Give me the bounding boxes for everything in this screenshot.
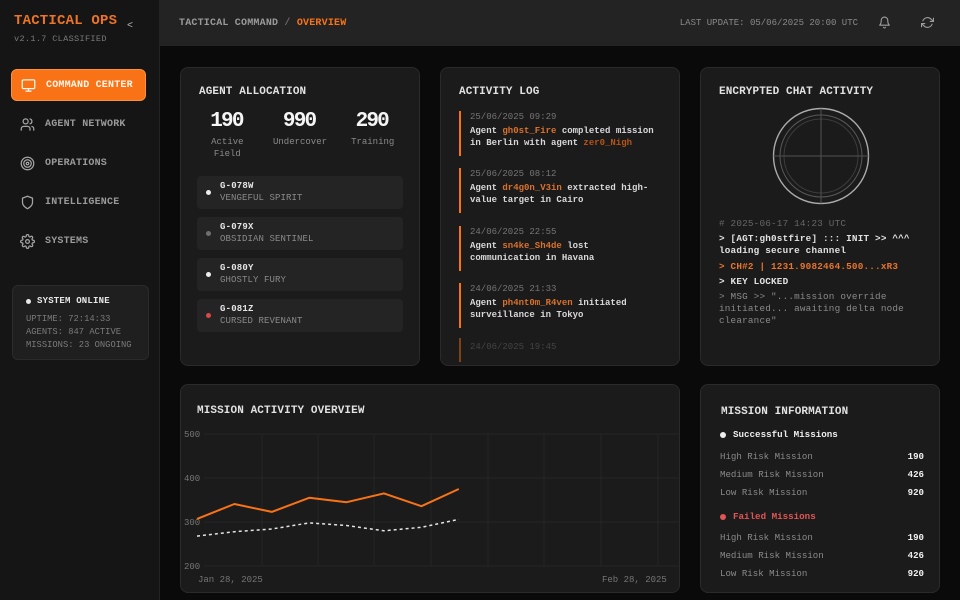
svg-text:300: 300: [184, 518, 200, 528]
svg-text:Feb 28, 2025: Feb 28, 2025: [602, 575, 667, 585]
svg-text:200: 200: [184, 562, 200, 572]
svg-text:400: 400: [184, 474, 200, 484]
svg-text:Jan 28, 2025: Jan 28, 2025: [198, 575, 263, 585]
svg-text:500: 500: [184, 430, 200, 440]
